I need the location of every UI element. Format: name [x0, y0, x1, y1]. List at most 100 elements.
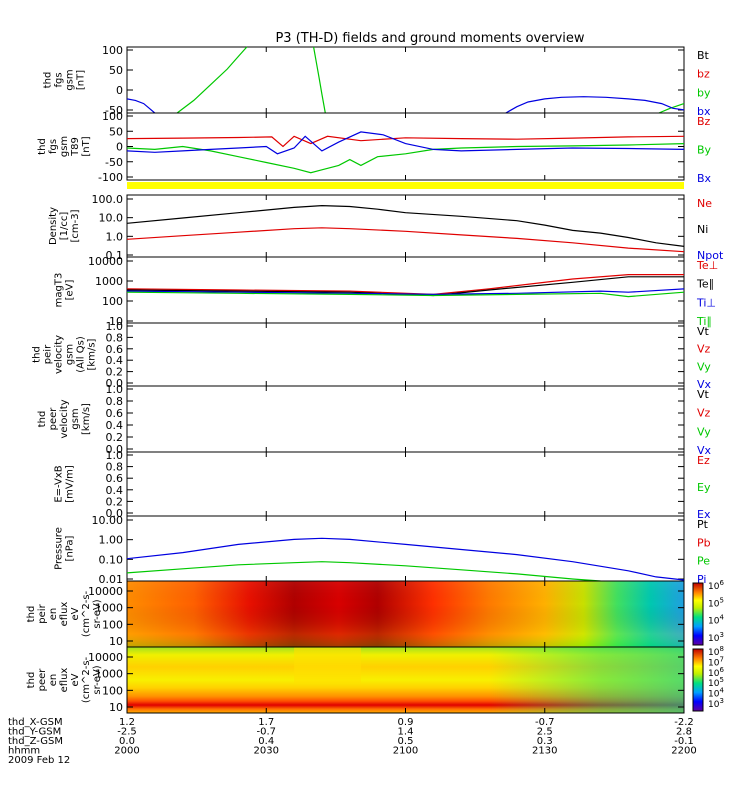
series-pe — [126, 561, 601, 582]
legend-entry: Vz — [697, 407, 711, 420]
y-axis-label: eflux — [59, 602, 70, 627]
y-axis-label: en — [48, 608, 59, 621]
colorbar-tick-label: 105 — [708, 596, 724, 609]
x-axis-row-value: -0.1 — [674, 736, 694, 747]
electron_spectrogram-band — [294, 647, 361, 684]
y-axis-label: peer — [37, 668, 48, 692]
legend-entry: Ti⊥ — [696, 296, 716, 309]
y-tick-label: 1000 — [95, 602, 123, 615]
colorbar-tick-label: 106 — [708, 579, 724, 592]
x-axis-row-value: -2.2 — [674, 717, 694, 728]
flag-bar — [127, 182, 684, 189]
y-axis-label: en — [48, 674, 59, 687]
y-tick-label: 0.2 — [106, 495, 124, 508]
y-axis-label: eV — [70, 673, 81, 686]
series-te∥ — [126, 276, 684, 297]
x-axis-row-value: 0.9 — [398, 717, 414, 728]
x-axis-row-value: 2.8 — [676, 727, 692, 738]
panel-efield: 1.00.80.60.40.20.0 E=-VxB [mV/m] Ez Ey Ex — [54, 449, 711, 521]
x-axis-row-value: 2.5 — [537, 727, 553, 738]
y-tick-label: 100 — [102, 110, 123, 123]
y-axis-label: eV — [70, 607, 81, 620]
y-tick-label: 10 — [109, 701, 123, 714]
y-axis-label: gsm — [65, 69, 76, 90]
y-axis-label: Pressure — [54, 527, 65, 570]
legend-entry: Vx — [697, 378, 712, 391]
x-axis-row-label: thd_Z-GSM — [8, 736, 63, 747]
colorbar-tick-label: 103 — [708, 631, 724, 644]
y-axis-label: thd — [37, 411, 48, 428]
legend-entry: Pb — [697, 536, 711, 549]
y-tick-label: 10000 — [88, 651, 123, 664]
x-axis-row-value: 2200 — [671, 746, 696, 757]
x-axis-row-value: 0.0 — [119, 736, 135, 747]
y-tick-label: 0 — [116, 141, 123, 154]
fgs_b-frame — [126, 112, 685, 181]
y-axis-label: sr-eV) — [92, 599, 103, 628]
y-tick-label: 50 — [109, 64, 123, 77]
y-axis-label: fgs — [54, 72, 65, 87]
y-tick-label: 1.0 — [106, 449, 124, 462]
series-ti∥ — [126, 291, 685, 298]
series-bx — [126, 98, 156, 114]
y-axis-label: gsm — [59, 136, 70, 157]
y-axis-label: [km/s] — [87, 338, 98, 370]
panel-temperature: 10000 1000 100 10 magT3 [eV] Te⊥ Te∥ Ti⊥ Ti∥ — [54, 255, 719, 328]
x-axis-row-value: 2000 — [114, 746, 139, 757]
series-pi — [126, 537, 685, 581]
legend-entry: Ez — [697, 454, 710, 467]
y-tick-label: -100 — [98, 171, 123, 184]
ion_spectrogram-shading — [127, 581, 684, 647]
x-axis-row-value: 0.4 — [258, 736, 274, 747]
y-axis-label: peer — [48, 407, 59, 431]
y-axis-label: [nT] — [81, 136, 92, 156]
efield-frame — [126, 451, 685, 517]
y-tick-label: 0.8 — [106, 395, 124, 408]
x-axis-row-value: 0.5 — [398, 736, 414, 747]
y-tick-label: 0.10 — [99, 553, 124, 566]
series-ti⊥ — [126, 288, 685, 296]
legend-entry: Bt — [697, 49, 710, 62]
legend-entry: Te∥ — [696, 278, 714, 291]
legend-entry: Pe — [697, 555, 710, 568]
x-axis-row-value: 1.7 — [258, 717, 274, 728]
y-axis-label: gsm — [70, 408, 81, 429]
y-tick-label: 1.00 — [99, 534, 124, 547]
y-tick-label: 0.01 — [99, 573, 124, 586]
y-tick-label: 0.6 — [106, 472, 124, 485]
y-axis-label: velocity — [54, 335, 65, 374]
y-axis-label: gsm — [65, 344, 76, 365]
x-axis-row-value: -0.7 — [535, 717, 555, 728]
y-tick-label: 10 — [109, 315, 123, 328]
panel-ion_velocity: 1.00.80.60.40.20.0 thd peir velocity gsm (All… — [32, 320, 712, 391]
y-tick-label: 1.0 — [106, 320, 124, 333]
colorbar-scale — [692, 648, 704, 712]
y-tick-label: 10.00 — [92, 514, 124, 527]
legend-entry: Ey — [697, 481, 711, 494]
series-ni — [126, 204, 685, 247]
y-tick-label: 1000 — [95, 668, 123, 681]
y-axis-label: thd — [26, 606, 37, 623]
x-axis-row-value: 2100 — [393, 746, 418, 757]
ion_velocity-frame — [126, 322, 685, 387]
series-by — [126, 143, 685, 174]
y-tick-label: 100 — [102, 618, 123, 631]
panel-electron_velocity: 1.00.80.60.40.20.0 thd peer velocity gsm [km/… — [37, 383, 712, 457]
y-tick-label: 0.2 — [106, 366, 124, 379]
y-axis-label: thd — [37, 138, 48, 155]
x-axis-row-value: 0.3 — [537, 736, 553, 747]
y-tick-label: 10000 — [88, 255, 123, 268]
legend-entry: Vt — [697, 325, 710, 338]
y-axis-label: velocity — [59, 399, 70, 438]
x-axis-row-label: thd_X-GSM — [8, 717, 63, 728]
y-tick-label: 0.4 — [106, 354, 124, 367]
y-axis-label: thd — [43, 72, 54, 89]
y-tick-label: 0.8 — [106, 461, 124, 474]
series-te⊥ — [126, 274, 684, 296]
legend-entry: Pt — [697, 518, 709, 531]
y-axis-label: (cm^2-s- — [81, 590, 92, 637]
legend-entry: Ne — [697, 197, 712, 210]
y-axis-label: peir — [43, 344, 54, 364]
